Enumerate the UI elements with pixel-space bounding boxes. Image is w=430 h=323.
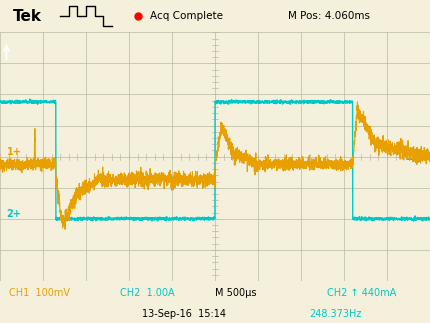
Text: 248.373Hz: 248.373Hz (310, 309, 362, 319)
Text: CH1  100mV: CH1 100mV (9, 288, 70, 298)
Text: 2+: 2+ (6, 209, 22, 219)
Text: M 500μs: M 500μs (215, 288, 257, 298)
Text: 13-Sep-16  15:14: 13-Sep-16 15:14 (142, 309, 226, 319)
Text: CH2  1.00A: CH2 1.00A (120, 288, 175, 298)
Text: Tek: Tek (13, 9, 42, 24)
Text: M Pos: 4.060ms: M Pos: 4.060ms (288, 11, 370, 21)
Text: 1+: 1+ (6, 147, 22, 157)
Text: Acq Complete: Acq Complete (150, 11, 224, 21)
Text: CH2 ↑ 440mA: CH2 ↑ 440mA (327, 288, 396, 298)
